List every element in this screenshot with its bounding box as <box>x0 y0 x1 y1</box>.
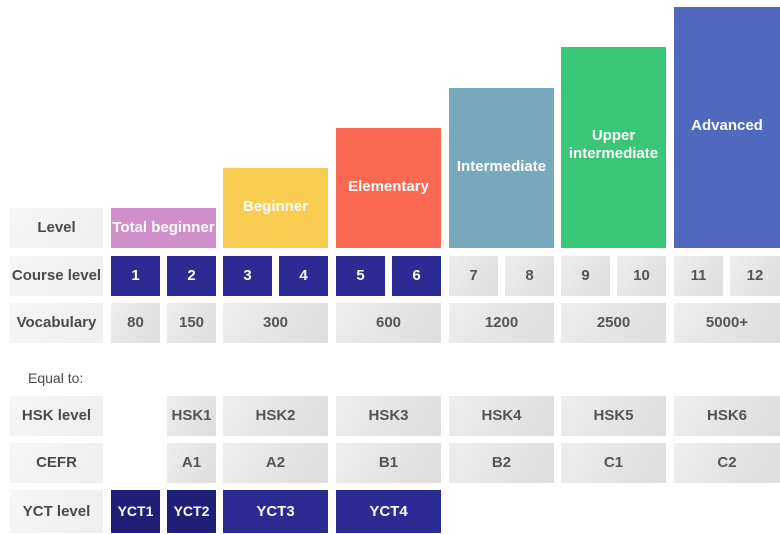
cefr-cell: B2 <box>449 443 554 483</box>
level-name: Intermediate <box>456 158 547 175</box>
vocabulary-cell: 300 <box>223 303 328 343</box>
row-label-hsk: HSK level <box>10 396 103 436</box>
course-level-cell: 4 <box>279 256 328 296</box>
course-level-cell: 1 <box>111 256 160 296</box>
course-level-cell: 12 <box>730 256 780 296</box>
vocabulary-cell: 5000+ <box>674 303 780 343</box>
yct-cell: YCT4 <box>336 490 441 533</box>
course-level-cell: 8 <box>505 256 554 296</box>
cefr-cell: C1 <box>561 443 666 483</box>
course-level-cell: 11 <box>674 256 723 296</box>
level-bar-intermediate: Intermediate <box>449 88 554 248</box>
yct-cell: YCT2 <box>167 490 216 533</box>
row-label-level: Level <box>10 208 103 248</box>
yct-cell: YCT3 <box>223 490 328 533</box>
level-name: Advanced <box>691 117 763 134</box>
course-level-cell: 3 <box>223 256 272 296</box>
course-level-cell: 10 <box>617 256 666 296</box>
vocabulary-cell: 600 <box>336 303 441 343</box>
equal-to-heading: Equal to: <box>28 370 84 386</box>
hsk-cell: HSK1 <box>167 396 216 436</box>
level-name: Beginner <box>242 198 308 215</box>
level-name: Elementary <box>348 178 429 195</box>
row-label-cefr: CEFR <box>10 443 103 483</box>
level-bar-beginner: Beginner <box>223 168 328 248</box>
level-name: Total beginner <box>112 219 215 236</box>
course-level-cell: 2 <box>167 256 216 296</box>
hsk-cell: HSK2 <box>223 396 328 436</box>
cefr-cell: A2 <box>223 443 328 483</box>
level-bar-upper-intermediate: Upper intermediate <box>561 47 666 248</box>
course-level-cell: 7 <box>449 256 498 296</box>
vocabulary-cell: 150 <box>167 303 216 343</box>
vocabulary-cell: 2500 <box>561 303 666 343</box>
course-level-cell: 9 <box>561 256 610 296</box>
level-name-line2: intermediate <box>568 145 659 162</box>
level-bar-advanced: Advanced <box>674 7 780 248</box>
course-level-cell: 5 <box>336 256 385 296</box>
row-label-vocabulary: Vocabulary <box>10 303 103 343</box>
cefr-cell: C2 <box>674 443 780 483</box>
yct-cell: YCT1 <box>111 490 160 533</box>
row-label-yct: YCT level <box>10 490 103 533</box>
hsk-cell: HSK6 <box>674 396 780 436</box>
level-bar-total-beginner: Total beginner <box>111 208 216 248</box>
level-name-line1: Upper <box>591 127 636 144</box>
row-label-course-level: Course level <box>10 256 103 296</box>
level-bar-elementary: Elementary <box>336 128 441 248</box>
vocabulary-cell: 1200 <box>449 303 554 343</box>
cefr-cell: A1 <box>167 443 216 483</box>
hsk-cell: HSK5 <box>561 396 666 436</box>
cefr-cell: B1 <box>336 443 441 483</box>
vocabulary-cell: 80 <box>111 303 160 343</box>
hsk-cell: HSK3 <box>336 396 441 436</box>
hsk-cell: HSK4 <box>449 396 554 436</box>
course-level-cell: 6 <box>392 256 441 296</box>
